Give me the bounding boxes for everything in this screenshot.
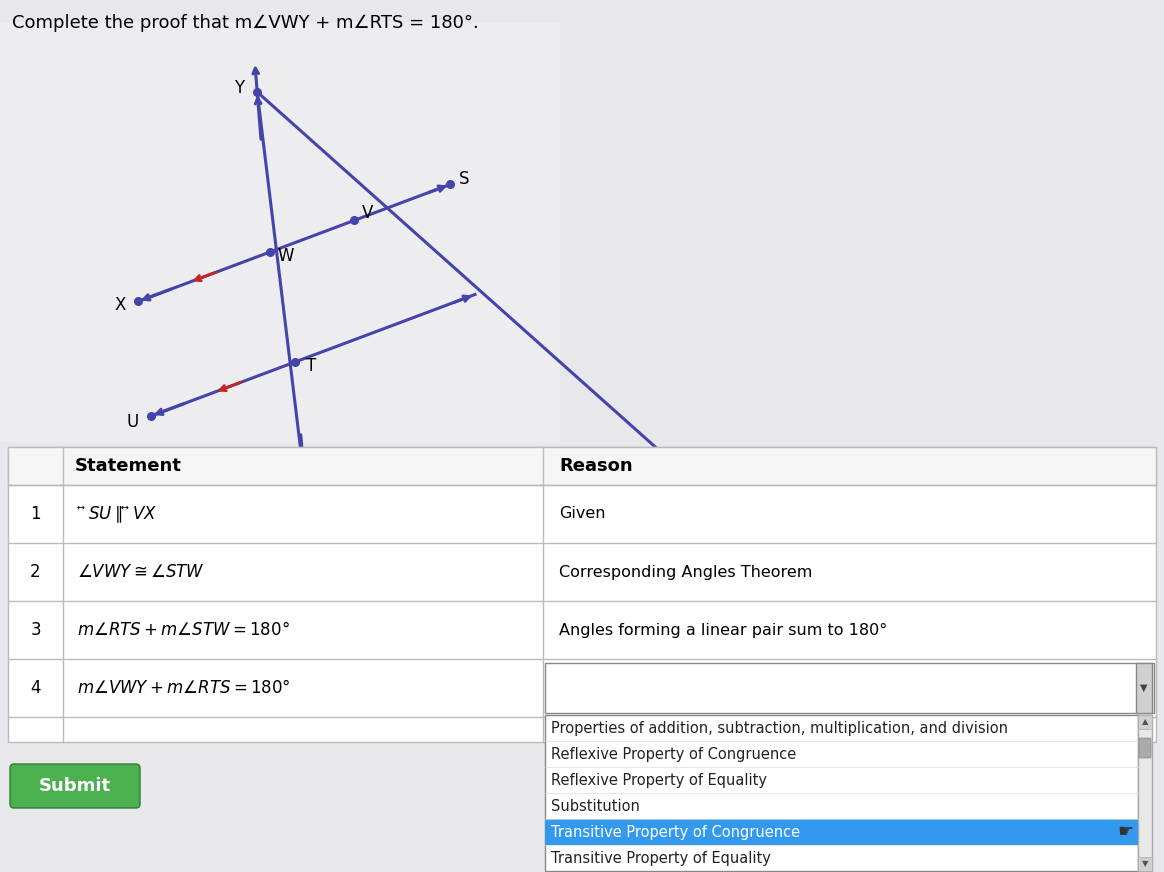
FancyBboxPatch shape: [0, 22, 560, 442]
FancyBboxPatch shape: [10, 764, 140, 808]
Text: Statement: Statement: [74, 457, 182, 475]
Text: 4: 4: [30, 679, 41, 697]
FancyBboxPatch shape: [545, 663, 1154, 713]
Text: R: R: [313, 477, 325, 495]
Text: Properties of addition, subtraction, multiplication, and division: Properties of addition, subtraction, mul…: [551, 720, 1008, 735]
Text: 3: 3: [30, 621, 41, 639]
Text: Transitive Property of Equality: Transitive Property of Equality: [551, 850, 771, 866]
Text: Substitution: Substitution: [551, 799, 640, 814]
Text: Transitive Property of Congruence: Transitive Property of Congruence: [551, 825, 800, 840]
Text: $m\angle VWY + m\angle RTS = 180°$: $m\angle VWY + m\angle RTS = 180°$: [77, 679, 291, 697]
Text: 1: 1: [30, 505, 41, 523]
FancyBboxPatch shape: [1140, 738, 1151, 758]
Text: $m\angle RTS + m\angle STW = 180°$: $m\angle RTS + m\angle STW = 180°$: [77, 621, 290, 639]
Text: Reflexive Property of Congruence: Reflexive Property of Congruence: [551, 746, 796, 761]
FancyBboxPatch shape: [1138, 715, 1152, 871]
Text: Submit: Submit: [38, 777, 111, 795]
FancyBboxPatch shape: [1136, 663, 1152, 713]
Text: ▼: ▼: [1141, 683, 1148, 693]
Text: Reflexive Property of Equality: Reflexive Property of Equality: [551, 773, 767, 787]
Text: V: V: [362, 203, 374, 221]
Text: Reason: Reason: [559, 457, 632, 475]
Text: $\overleftrightarrow{SU} \parallel \overleftrightarrow{VX}$: $\overleftrightarrow{SU} \parallel \over…: [77, 503, 157, 525]
Text: X: X: [114, 296, 126, 315]
Text: Given: Given: [559, 507, 605, 521]
FancyBboxPatch shape: [545, 715, 1138, 871]
Text: 2: 2: [30, 563, 41, 581]
Text: Y: Y: [234, 79, 244, 97]
FancyBboxPatch shape: [1138, 857, 1152, 871]
FancyBboxPatch shape: [8, 447, 1156, 742]
Text: $\angle VWY \cong \angle STW$: $\angle VWY \cong \angle STW$: [77, 563, 205, 581]
Text: U: U: [127, 413, 140, 431]
Text: Complete the proof that m∠VWY + m∠RTS = 180°.: Complete the proof that m∠VWY + m∠RTS = …: [12, 14, 478, 32]
FancyBboxPatch shape: [545, 819, 1138, 845]
FancyBboxPatch shape: [1138, 715, 1152, 729]
Text: S: S: [459, 169, 469, 187]
Text: W: W: [278, 247, 294, 265]
Text: Angles forming a linear pair sum to 180°: Angles forming a linear pair sum to 180°: [559, 623, 887, 637]
Text: T: T: [306, 357, 317, 375]
Text: ▼: ▼: [1142, 860, 1148, 869]
Text: Corresponding Angles Theorem: Corresponding Angles Theorem: [559, 564, 812, 580]
Text: ▲: ▲: [1142, 718, 1148, 726]
FancyBboxPatch shape: [8, 447, 1156, 485]
Text: ☛: ☛: [1117, 823, 1134, 841]
